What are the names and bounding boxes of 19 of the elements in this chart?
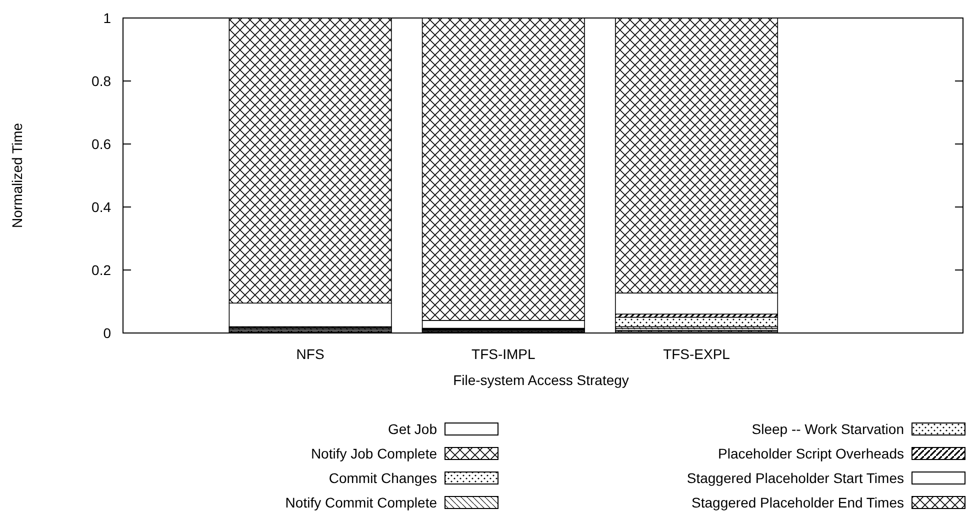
x-axis-title: File-system Access Strategy [453, 372, 629, 388]
legend-label: Notify Commit Complete [285, 494, 438, 510]
legend-label: Staggered Placeholder End Times [692, 494, 904, 510]
y-tick-label: 0.4 [92, 199, 112, 215]
y-tick-label: 1 [103, 10, 112, 26]
y-tick-label: 0.2 [92, 262, 112, 278]
legend-label: Placeholder Script Overheads [718, 446, 904, 462]
y-tick-label: 0.6 [92, 136, 112, 152]
y-tick-label: 0 [103, 325, 112, 341]
legend-label: Commit Changes [328, 470, 437, 486]
x-tick-label: TFS-IMPL [472, 346, 536, 362]
legend-label: Notify Job Complete [310, 446, 438, 462]
legend-label: Staggered Placeholder Start Times [686, 470, 904, 486]
x-tick-label: NFS [296, 346, 324, 362]
legend-label: Sleep -- Work Starvation [752, 421, 904, 437]
y-tick-label: 0.8 [92, 73, 112, 89]
legend-label: Get Job [388, 421, 438, 437]
y-axis-title: Normalized Time [9, 122, 25, 228]
x-tick-label: TFS-EXPL [663, 346, 730, 362]
